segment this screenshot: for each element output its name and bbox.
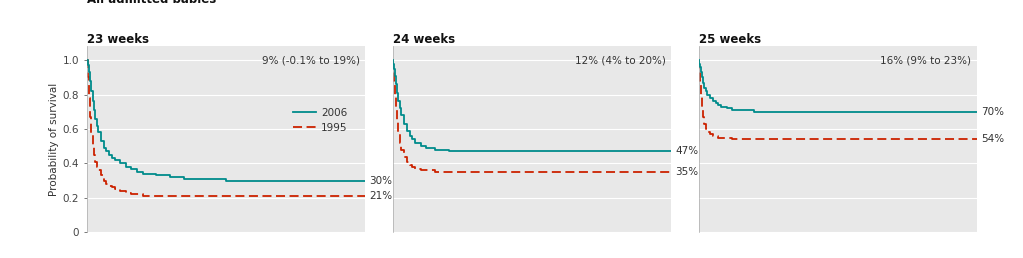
Text: 9% (-0.1% to 19%): 9% (-0.1% to 19%) (262, 56, 359, 66)
Text: 35%: 35% (675, 167, 699, 177)
Text: 30%: 30% (369, 176, 392, 186)
Y-axis label: Probability of survival: Probability of survival (49, 83, 58, 196)
Text: All admitted babies: All admitted babies (87, 0, 216, 6)
Legend: 2006, 1995: 2006, 1995 (288, 104, 352, 137)
Text: 47%: 47% (675, 146, 699, 156)
Text: 16% (9% to 23%): 16% (9% to 23%) (881, 56, 972, 66)
Text: 70%: 70% (981, 107, 1005, 117)
Text: 54%: 54% (981, 134, 1005, 144)
Text: 23 weeks: 23 weeks (87, 34, 149, 46)
Text: 12% (4% to 20%): 12% (4% to 20%) (575, 56, 665, 66)
Text: 24 weeks: 24 weeks (393, 34, 455, 46)
Text: 21%: 21% (369, 191, 393, 201)
Text: 25 weeks: 25 weeks (699, 34, 761, 46)
